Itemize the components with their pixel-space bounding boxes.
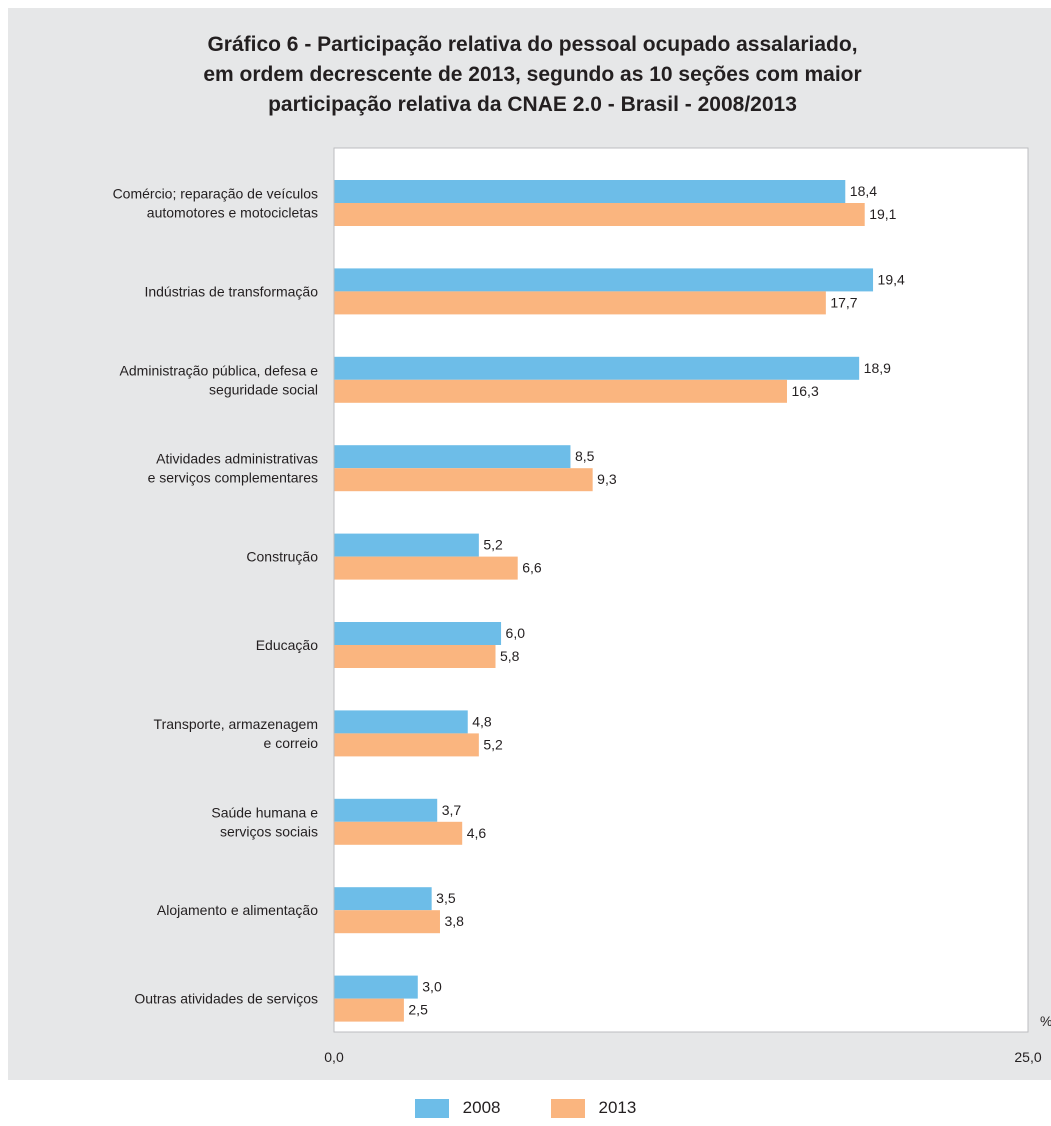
value-label-2013-administracao-publica-defesa-e-seguridade-social: 16,3 [791, 383, 818, 399]
x-unit-label: % [1040, 1013, 1051, 1029]
legend-label-2013: 2013 [598, 1098, 637, 1117]
category-label-administracao-publica-defesa-e-seguridade-social: Administração pública, defesa e seguridad… [120, 362, 319, 397]
chart-title-line-2: em ordem decrescente de 2013, segundo as… [203, 63, 862, 86]
value-label-2008-outras-atividades-de-servicos: 3,0 [422, 979, 442, 995]
chart-title: Gráfico 6 - Participação relativa do pes… [8, 30, 1051, 120]
bar-2008-transporte-armazenagem-e-correio [334, 710, 468, 734]
bar-2013-construcao [334, 556, 518, 580]
category-label-outras-atividades-de-servicos: Outras atividades de serviços [134, 991, 318, 1007]
value-label-2008-atividades-administrativas-e-servicos-complementares: 8,5 [575, 448, 595, 464]
value-label-2013-educacao: 5,8 [500, 648, 520, 664]
value-label-2008-administracao-publica-defesa-e-seguridade-social: 18,9 [864, 360, 891, 376]
category-label-comercio-reparacao-de-veiculos-automotores-e-motocicletas: Comércio; reparação de veículos automotor… [113, 186, 318, 221]
bar-2013-alojamento-e-alimentacao [334, 910, 440, 934]
bar-2013-outras-atividades-de-servicos [334, 998, 404, 1022]
value-label-2008-industrias-de-transformacao: 19,4 [878, 271, 905, 287]
bar-2013-educacao [334, 645, 496, 668]
value-label-2013-comercio-reparacao-de-veiculos-automotores-e-motocicletas: 19,1 [869, 206, 896, 222]
category-label-industrias-de-transformacao: Indústrias de transformação [144, 283, 318, 299]
bar-chart: Comércio; reparação de veículos automotor… [113, 147, 1051, 1065]
bar-2008-construcao [334, 533, 479, 557]
value-label-2008-transporte-armazenagem-e-correio: 4,8 [472, 713, 492, 729]
bar-2008-administracao-publica-defesa-e-seguridade-social [334, 356, 860, 380]
chart-title-line-1: Gráfico 6 - Participação relativa do pes… [207, 33, 858, 56]
bar-2008-alojamento-e-alimentacao [334, 887, 432, 911]
x-tick-label-min: 0,0 [324, 1049, 344, 1065]
value-label-2008-alojamento-e-alimentacao: 3,5 [436, 890, 456, 906]
bar-2013-atividades-administrativas-e-servicos-complementares [334, 468, 593, 492]
category-label-transporte-armazenagem-e-correio: Transporte, armazenagem e correio [154, 716, 319, 751]
value-label-2013-transporte-armazenagem-e-correio: 5,2 [483, 736, 503, 752]
value-label-2013-alojamento-e-alimentacao: 3,8 [444, 913, 464, 929]
category-label-saude-humana-e-servicos-sociais: Saúde humana e serviços sociais [211, 804, 318, 839]
category-label-construcao: Construção [246, 549, 318, 565]
value-label-2013-outras-atividades-de-servicos: 2,5 [408, 1002, 428, 1018]
value-label-2008-saude-humana-e-servicos-sociais: 3,7 [442, 802, 462, 818]
value-label-2013-construcao: 6,6 [522, 560, 542, 576]
bar-2013-comercio-reparacao-de-veiculos-automotores-e-motocicletas [334, 203, 865, 226]
category-label-alojamento-e-alimentacao: Alojamento e alimentação [157, 902, 318, 918]
legend: 2008 2013 [0, 1098, 1051, 1118]
legend-item-2013: 2013 [550, 1098, 637, 1118]
legend-swatch-2008 [414, 1098, 449, 1118]
bar-2013-administracao-publica-defesa-e-seguridade-social [334, 379, 787, 403]
value-label-2013-saude-humana-e-servicos-sociais: 4,6 [467, 825, 487, 841]
value-label-2013-industrias-de-transformacao: 17,7 [830, 294, 857, 310]
category-label-atividades-administrativas-e-servicos-complementares: Atividades administrativas e serviços com… [148, 451, 318, 486]
bar-2008-educacao [334, 622, 502, 645]
legend-label-2008: 2008 [462, 1098, 501, 1117]
bar-2013-saude-humana-e-servicos-sociais [334, 821, 463, 845]
category-label-educacao: Educação [256, 637, 318, 653]
value-label-2013-atividades-administrativas-e-servicos-complementares: 9,3 [597, 471, 617, 487]
chart-panel: Gráfico 6 - Participação relativa do pes… [8, 8, 1051, 1080]
bar-2008-outras-atividades-de-servicos [334, 975, 418, 999]
legend-swatch-2013 [550, 1098, 585, 1118]
value-label-2008-educacao: 6,0 [506, 625, 526, 641]
bar-2008-atividades-administrativas-e-servicos-complementares [334, 445, 571, 469]
bar-2013-industrias-de-transformacao [334, 291, 826, 315]
legend-item-2008: 2008 [414, 1098, 501, 1118]
chart-title-line-3: participação relativa da CNAE 2.0 - Bras… [268, 93, 797, 116]
bar-2013-transporte-armazenagem-e-correio [334, 733, 479, 757]
value-label-2008-comercio-reparacao-de-veiculos-automotores-e-motocicletas: 18,4 [850, 183, 877, 199]
x-tick-label-max: 25,0 [1014, 1049, 1041, 1065]
bar-2008-industrias-de-transformacao [334, 268, 874, 292]
bar-2008-comercio-reparacao-de-veiculos-automotores-e-motocicletas [334, 180, 846, 203]
value-label-2008-construcao: 5,2 [483, 537, 503, 553]
bar-2008-saude-humana-e-servicos-sociais [334, 798, 438, 822]
